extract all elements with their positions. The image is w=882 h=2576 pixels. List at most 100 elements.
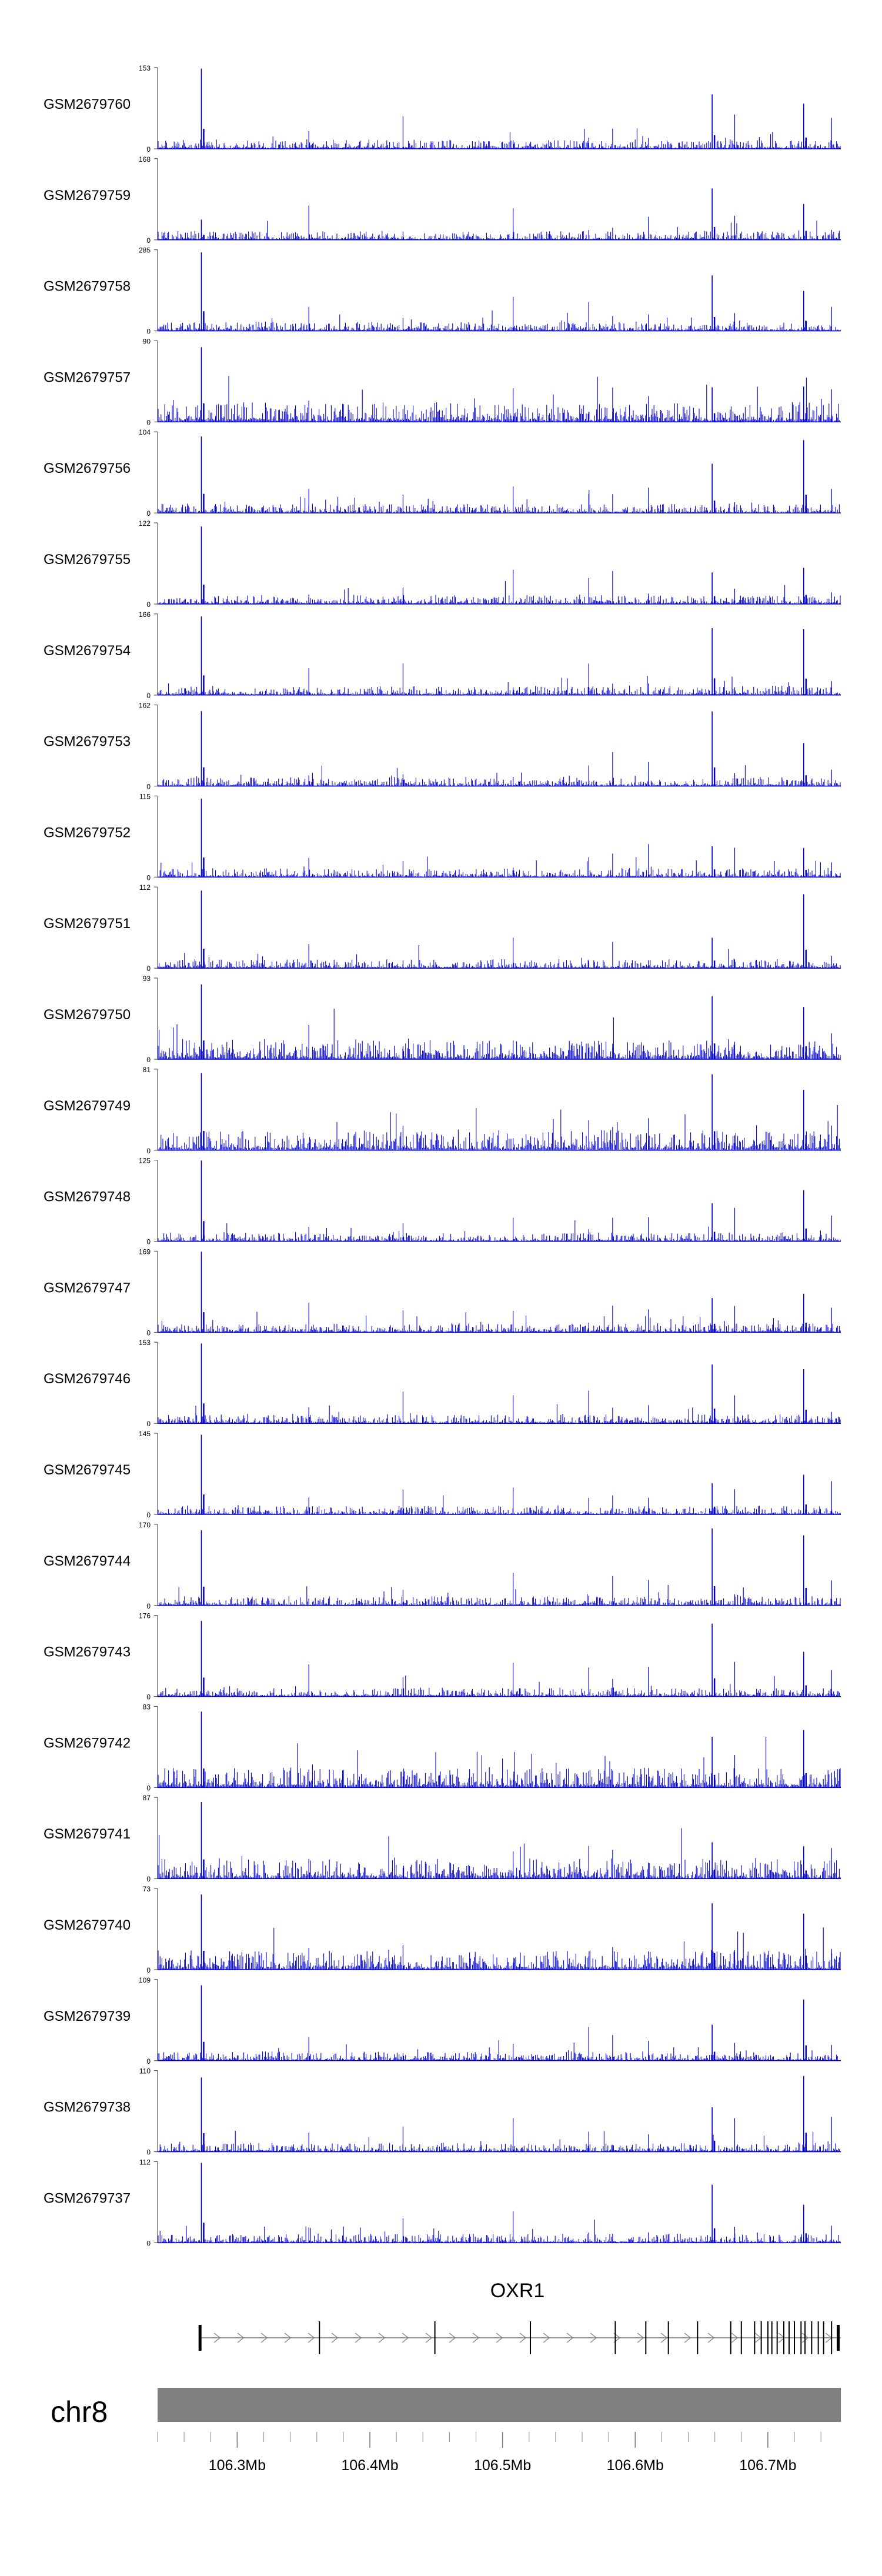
gene-exon	[831, 2321, 833, 2354]
signal-background	[158, 1105, 841, 1150]
signal-background	[158, 2131, 841, 2152]
y-max-label: 122	[139, 519, 151, 528]
track-GSM2679748: GSM2679748 125 0	[44, 1157, 841, 1246]
gene-exon	[804, 2321, 806, 2354]
track-label: GSM2679760	[44, 96, 131, 112]
gene-exon	[836, 2325, 840, 2351]
signal-background	[158, 676, 841, 695]
gene-exon	[740, 2321, 742, 2354]
y-min-label: 0	[146, 1420, 151, 1428]
y-min-label: 0	[146, 1056, 151, 1064]
y-min-label: 0	[146, 1238, 151, 1246]
track-GSM2679743: GSM2679743 176 0	[44, 1612, 841, 1701]
track-GSM2679757: GSM2679757 90 0	[44, 337, 841, 426]
strand-arrow	[213, 2333, 221, 2343]
y-max-label: 73	[143, 1885, 151, 1893]
signal-background	[158, 376, 841, 422]
gene-exon	[789, 2321, 790, 2354]
track-GSM2679754: GSM2679754 166 0	[44, 610, 841, 700]
signal-background	[158, 1495, 841, 1514]
gene-exon	[434, 2321, 436, 2354]
y-max-label: 285	[139, 246, 151, 255]
track-GSM2679741: GSM2679741 87 0	[44, 1794, 841, 1883]
axis-tick-label: 106.4Mb	[341, 2457, 398, 2474]
gene-exon	[767, 2321, 769, 2354]
gene-exon	[800, 2321, 802, 2354]
y-min-label: 0	[146, 328, 151, 336]
strand-arrow	[260, 2333, 268, 2343]
y-min-label: 0	[146, 1784, 151, 1792]
track-label: GSM2679755	[44, 552, 131, 568]
gene-exon	[697, 2321, 699, 2354]
strand-arrow	[731, 2333, 739, 2343]
y-max-label: 90	[143, 337, 151, 345]
strand-arrow	[472, 2333, 480, 2343]
signal-background	[158, 765, 841, 786]
strand-arrow	[331, 2333, 339, 2343]
y-min-label: 0	[146, 2148, 151, 2157]
track-label: GSM2679756	[44, 461, 131, 476]
gene-exon	[760, 2321, 762, 2354]
y-min-label: 0	[146, 2057, 151, 2066]
strand-arrow	[237, 2333, 245, 2343]
strand-arrow	[707, 2333, 715, 2343]
strand-arrow	[402, 2333, 409, 2343]
y-max-label: 109	[139, 1976, 151, 1984]
y-min-label: 0	[146, 1602, 151, 1610]
y-max-label: 153	[139, 64, 151, 72]
track-GSM2679739: GSM2679739 109 0	[44, 1976, 841, 2066]
y-min-label: 0	[146, 509, 151, 518]
signal-background	[158, 221, 841, 240]
y-min-label: 0	[146, 236, 151, 245]
track-GSM2679737: GSM2679737 112 0	[44, 2158, 841, 2247]
track-label: GSM2679737	[44, 2190, 131, 2206]
y-min-label: 0	[146, 1875, 151, 1883]
track-GSM2679746: GSM2679746 153 0	[44, 1339, 841, 1428]
track-label: GSM2679738	[44, 2100, 131, 2115]
y-max-label: 93	[143, 975, 151, 983]
track-GSM2679752: GSM2679752 115 0	[44, 792, 841, 882]
y-max-label: 81	[143, 1066, 151, 1074]
signal-background	[158, 581, 841, 604]
chromosome-label: chr8	[51, 2395, 108, 2428]
y-max-label: 162	[139, 702, 151, 710]
track-label: GSM2679744	[44, 1553, 131, 1569]
track-GSM2679756: GSM2679756 104 0	[44, 428, 841, 518]
y-max-label: 153	[139, 1339, 151, 1347]
y-min-label: 0	[146, 1966, 151, 1974]
track-GSM2679750: GSM2679750 93 0	[44, 975, 841, 1064]
signal-background	[158, 1312, 841, 1333]
y-min-label: 0	[146, 692, 151, 700]
signal-background	[158, 2040, 841, 2061]
strand-arrow	[355, 2333, 362, 2343]
gene-name-label: OXR1	[490, 2280, 545, 2302]
strand-arrow	[284, 2333, 292, 2343]
gene-exon	[614, 2321, 616, 2354]
strand-arrow	[449, 2333, 456, 2343]
track-label: GSM2679749	[44, 1098, 131, 1114]
track-label: GSM2679743	[44, 1644, 131, 1660]
track-GSM2679753: GSM2679753 162 0	[44, 702, 841, 791]
track-GSM2679759: GSM2679759 168 0	[44, 155, 841, 245]
track-label: GSM2679741	[44, 1826, 131, 1842]
strand-arrow	[425, 2333, 433, 2343]
strand-arrow	[519, 2333, 527, 2343]
strand-arrow	[566, 2333, 574, 2343]
y-min-label: 0	[146, 965, 151, 973]
track-label: GSM2679739	[44, 2008, 131, 2024]
signal-background	[158, 2220, 841, 2243]
gene-exon	[198, 2325, 202, 2351]
chromosome-ideogram-bar	[158, 2388, 841, 2422]
axis-tick-label: 106.6Mb	[607, 2457, 664, 2474]
y-max-label: 110	[139, 2067, 151, 2076]
track-label: GSM2679754	[44, 643, 131, 659]
track-label: GSM2679746	[44, 1371, 131, 1387]
track-GSM2679749: GSM2679749 81 0	[44, 1066, 841, 1155]
gene-exon	[667, 2321, 669, 2354]
axis-tick-label: 106.7Mb	[739, 2457, 796, 2474]
track-GSM2679745: GSM2679745 145 0	[44, 1430, 841, 1519]
track-GSM2679742: GSM2679742 83 0	[44, 1703, 841, 1792]
track-GSM2679744: GSM2679744 170 0	[44, 1521, 841, 1610]
y-min-label: 0	[146, 600, 151, 609]
